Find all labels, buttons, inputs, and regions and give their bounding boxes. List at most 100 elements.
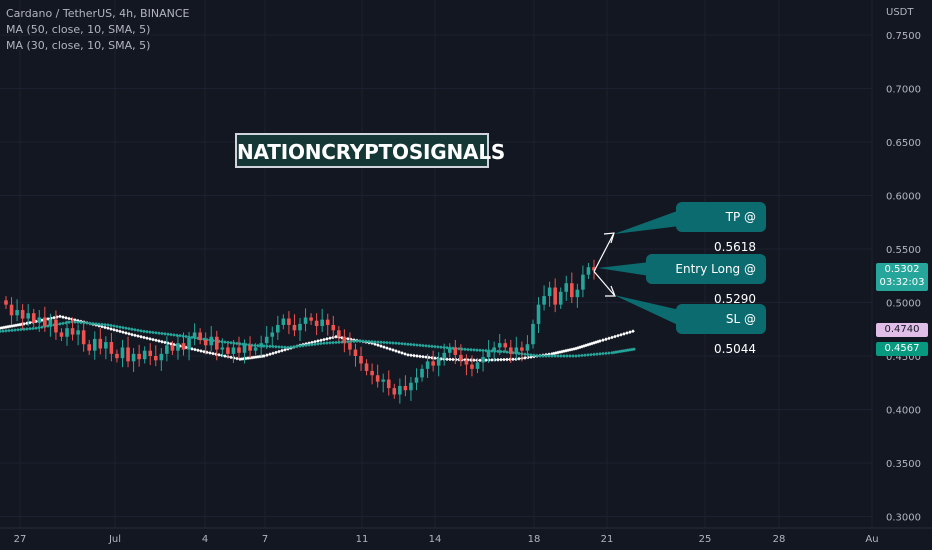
price-tick-label: 0.7000 [886, 85, 921, 96]
ma-30-point [457, 346, 461, 351]
ma-30-point [565, 354, 569, 358]
ma-30-point [148, 330, 152, 334]
ma-30-point [241, 342, 245, 347]
ma-30-point [559, 354, 563, 358]
candle [31, 313, 36, 323]
ma-50-point [235, 356, 239, 361]
entry-callout[interactable]: Entry Long @ 0.5290 [646, 254, 766, 306]
ma-50-point [151, 337, 155, 342]
candle [92, 338, 97, 351]
ma-50-point [625, 331, 629, 335]
candle [292, 324, 297, 331]
ma-30-point [547, 354, 551, 358]
ma-50-legend[interactable]: MA (50, close, 10, SMA, 5) [6, 23, 151, 36]
ma-30-point [331, 340, 335, 345]
candle [237, 347, 241, 353]
candle [314, 320, 319, 327]
ma-30-point [292, 344, 296, 349]
ma-50-point [400, 351, 404, 355]
candle [486, 350, 491, 358]
ma-50-price-badge: 0.4740 [876, 323, 928, 338]
candle [15, 309, 19, 316]
ma-50-point [601, 338, 605, 342]
ma-30-point [418, 343, 422, 348]
ma-30-point [301, 343, 305, 348]
candle [464, 360, 469, 365]
candle [425, 361, 430, 369]
ma-30-point [523, 352, 527, 357]
ma-30-point [604, 351, 608, 356]
candle [281, 318, 286, 325]
candle [81, 330, 86, 345]
ma-30-point [325, 341, 329, 345]
time-axis: 27 Jul 4 7 11 14 18 21 25 28 Au [0, 527, 932, 545]
ma-50-point [412, 353, 416, 358]
ma-50-point [100, 324, 104, 329]
ma-50-point [328, 336, 332, 341]
ma-30-point [553, 354, 557, 358]
ma-50-point [163, 340, 167, 345]
ma-30-point [592, 352, 596, 357]
ma-50-point [598, 339, 602, 343]
ma-50-point [484, 358, 488, 362]
ma-50-point [322, 337, 326, 342]
ma-30-point [544, 354, 548, 358]
candle [409, 382, 413, 391]
ma-50-point [415, 354, 419, 358]
candle [481, 357, 485, 363]
ma-30-point [268, 344, 272, 349]
ma-30-point [229, 340, 233, 345]
ma-30-point [424, 343, 428, 348]
ma-30-point [253, 343, 257, 348]
stop-loss-callout[interactable]: SL @ 0.5044 [676, 304, 766, 356]
candle [98, 338, 103, 349]
time-tick-label: 27 [14, 534, 27, 545]
candle [198, 332, 202, 340]
price-tick-label: 0.4000 [886, 406, 921, 417]
candle [592, 267, 596, 271]
ma-30-point [409, 342, 413, 347]
candle [581, 274, 585, 290]
candle [381, 379, 386, 382]
callout-sl-tail [614, 295, 680, 326]
ma-50-point [106, 326, 110, 331]
ma-30-point [127, 326, 131, 331]
ma-30-point [283, 345, 287, 350]
candle [270, 332, 275, 337]
candle [320, 319, 324, 327]
time-tick-label: 7 [262, 534, 268, 545]
candle [542, 296, 546, 305]
ma-50-point [271, 351, 275, 356]
ma-30-point [319, 341, 323, 346]
last-price-badge[interactable]: 0.5302 03:32:03 [876, 263, 928, 292]
candle [220, 347, 225, 350]
ma-50-point [274, 350, 278, 355]
ma-30-legend[interactable]: MA (30, close, 10, SMA, 5) [6, 39, 151, 52]
take-profit-callout[interactable]: TP @ 0.5618 [676, 202, 766, 254]
candle [514, 347, 519, 354]
ma-30-point [595, 352, 599, 356]
candle [209, 336, 214, 346]
ma-30-point [400, 341, 404, 346]
candle [525, 344, 530, 351]
ma-30-point [166, 332, 170, 337]
ma-50-point [112, 327, 116, 332]
ma-30-point [367, 339, 371, 344]
entry-label: Entry Long @ 0.5290 [675, 262, 756, 306]
stop-loss-arrowhead [605, 285, 616, 297]
ma-50-point [409, 353, 413, 358]
ma-50-point [448, 357, 452, 362]
ma-30-point [277, 345, 281, 349]
ma-50-point [433, 356, 437, 360]
ma-30-point [25, 327, 29, 331]
ma-30-point [373, 340, 377, 344]
candle [536, 304, 541, 324]
ma-50-point [472, 358, 476, 362]
candle [253, 347, 258, 351]
ma-30-point [154, 330, 158, 335]
ma-30-point [223, 340, 227, 344]
ma-30-point [337, 340, 341, 345]
ma-50-point [160, 339, 164, 344]
